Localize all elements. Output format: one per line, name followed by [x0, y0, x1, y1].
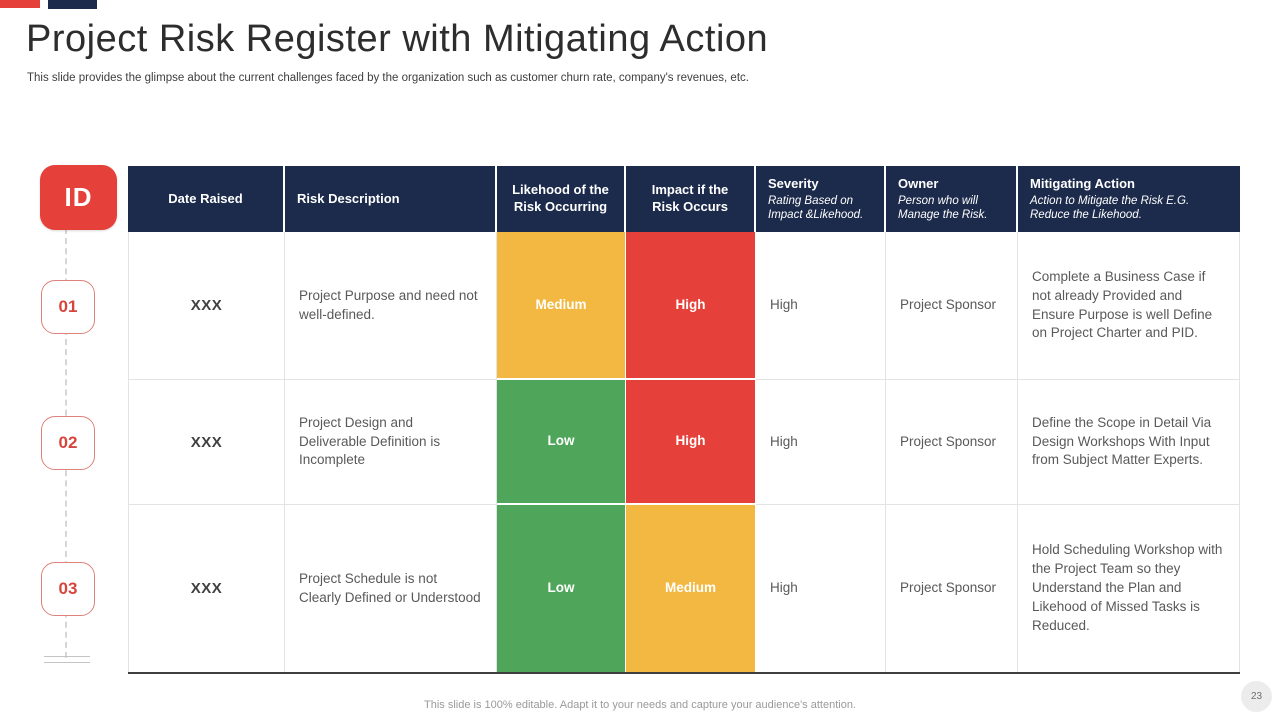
cell-date-raised: XXX — [128, 505, 285, 672]
cell-impact: High — [626, 380, 756, 505]
column-header-subtitle: Person who will Manage the Risk. — [898, 194, 988, 221]
cell-owner: Project Sponsor — [886, 380, 1018, 505]
column-header-title: Likehood of the Risk Occurring — [512, 182, 609, 214]
risk-register-table: Date Raised Risk Description Likehood of t… — [128, 166, 1240, 674]
cell-risk-description: Project Schedule is not Clearly Defined … — [285, 505, 497, 672]
id-rail-end-line — [44, 656, 90, 657]
cell-severity: High — [756, 380, 886, 505]
page-subtitle: This slide provides the glimpse about th… — [27, 72, 749, 84]
cell-risk-description: Project Design and Deliverable Definitio… — [285, 380, 497, 505]
footer-note: This slide is 100% editable. Adapt it to… — [424, 699, 856, 711]
column-header-impact-if-the-risk-occurs: Impact if the Risk Occurs — [626, 166, 756, 232]
cell-mitigating-action: Hold Scheduling Workshop with the Projec… — [1018, 505, 1240, 672]
column-header-title: Impact if the Risk Occurs — [651, 182, 729, 214]
cell-impact: Medium — [626, 505, 756, 672]
deco-bar-navy — [48, 0, 97, 9]
column-header-subtitle: Action to Mitigate the Risk E.G. Reduce … — [1030, 194, 1190, 221]
cell-risk-description: Project Purpose and need not well-define… — [285, 232, 497, 380]
cell-likelihood: Medium — [497, 232, 626, 380]
column-header-owner: Owner Person who will Manage the Risk. — [886, 166, 1018, 232]
page-title: Project Risk Register with Mitigating Ac… — [26, 18, 769, 60]
cell-date-raised: XXX — [128, 232, 285, 380]
column-header-title: Risk Description — [297, 190, 400, 206]
page-number-badge: 23 — [1241, 681, 1272, 712]
deco-bar-red — [0, 0, 40, 8]
column-header-severity: Severity Rating Based on Impact &Likehood… — [756, 166, 886, 232]
cell-likelihood: Low — [497, 380, 626, 505]
column-header-title: Severity — [768, 175, 819, 191]
row-id-badge-03: 03 — [41, 562, 95, 616]
id-column-header-badge: ID — [40, 165, 117, 230]
column-header-mitigating-action: Mitigating Action Action to Mitigate the … — [1018, 166, 1240, 232]
cell-severity: High — [756, 505, 886, 672]
column-header-title: Owner — [898, 175, 939, 191]
column-header-title: Mitigating Action — [1030, 175, 1135, 191]
cell-mitigating-action: Complete a Business Case if not already … — [1018, 232, 1240, 380]
column-header-risk-description: Risk Description — [285, 166, 497, 232]
cell-likelihood: Low — [497, 505, 626, 672]
id-rail-end-line — [44, 662, 90, 663]
column-header-likehood-of-the-risk-occurring: Likehood of the Risk Occurring — [497, 166, 626, 232]
cell-severity: High — [756, 232, 886, 380]
row-id-badge-02: 02 — [41, 416, 95, 470]
column-header-title: Date Raised — [168, 190, 243, 206]
column-header-date-raised: Date Raised — [128, 166, 285, 232]
cell-owner: Project Sponsor — [886, 505, 1018, 672]
cell-impact: High — [626, 232, 756, 380]
cell-owner: Project Sponsor — [886, 232, 1018, 380]
cell-date-raised: XXX — [128, 380, 285, 505]
row-id-badge-01: 01 — [41, 280, 95, 334]
cell-mitigating-action: Define the Scope in Detail Via Design Wo… — [1018, 380, 1240, 505]
column-header-subtitle: Rating Based on Impact &Likehood. — [768, 194, 864, 221]
